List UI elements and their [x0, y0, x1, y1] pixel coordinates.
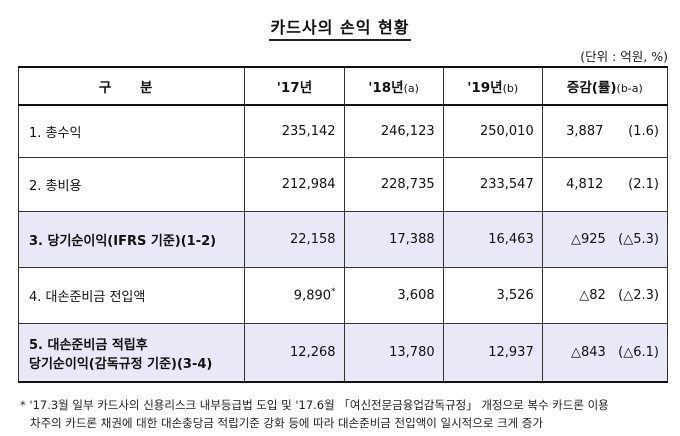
profit-loss-table: 구 분 '17년 '18년(a) '19년(b) 증감(률)(b-a) 1. 총… [17, 66, 669, 383]
cell-2018: 17,388 [343, 211, 444, 268]
cell-2019: 233,547 [442, 157, 543, 212]
page-title: 카드사의 손익 현황 [0, 14, 680, 41]
table-header-row: 구 분 '17년 '18년(a) '19년(b) 증감(률)(b-a) [17, 66, 669, 106]
change-diff: △843 [570, 345, 606, 360]
header-2017-text: '17년 [276, 80, 313, 96]
cell-change: △843 (△6.1) [541, 323, 669, 383]
cell-change: 4,812 (2.1) [541, 157, 669, 212]
change-rate: (△5.3) [618, 232, 659, 247]
footnote-marker: * [331, 287, 336, 298]
cell-change: △925 (△5.3) [541, 211, 669, 268]
cell-2018: 246,123 [343, 104, 444, 158]
cell-2017-value: 9,890 [293, 288, 332, 304]
header-category: 구 분 [17, 66, 246, 106]
cell-2017: 9,890* [244, 267, 345, 324]
cell-2017: 22,158 [244, 211, 345, 268]
change-rate: (△6.1) [618, 345, 659, 360]
header-change-tag: (b-a) [616, 82, 643, 95]
change-diff: △925 [570, 232, 606, 247]
change-rate: (1.6) [628, 124, 659, 139]
header-2019-text: '19년 [467, 80, 503, 96]
cell-2019: 250,010 [442, 104, 543, 158]
row-label-loss-reserve: 4. 대손준비금 전입액 [17, 267, 246, 324]
footnote-line-2: 차주의 카드론 채권에 대한 대손충당금 적립기준 강화 등에 따라 대손준비금… [30, 416, 544, 430]
table-row: 4. 대손준비금 전입액 9,890* 3,608 3,526 △82 (△2.… [17, 267, 669, 324]
cell-2017: 235,142 [244, 104, 345, 158]
cell-change: △82 (△2.3) [541, 267, 669, 324]
cell-2018: 3,608 [343, 267, 444, 324]
change-rate: (2.1) [628, 177, 659, 192]
change-diff: 4,812 [566, 177, 604, 192]
cell-2019: 12,937 [442, 323, 543, 383]
unit-note: (단위 : 억원, %) [580, 49, 668, 64]
cell-2017: 12,268 [244, 323, 345, 383]
row-label-net-income-ifrs: 3. 당기순이익(IFRS 기준)(1-2) [17, 211, 246, 268]
header-2017: '17년 [244, 66, 345, 106]
header-change: 증감(률)(b-a) [541, 66, 669, 106]
header-2018: '18년(a) [343, 66, 444, 106]
cell-2019: 16,463 [442, 211, 543, 268]
cell-2018: 228,735 [343, 157, 444, 212]
cell-2017: 212,984 [244, 157, 345, 212]
title-text: 카드사의 손익 현황 [268, 18, 412, 41]
footnote: * '17.3월 일부 카드사의 신용리스크 내부등급법 도입 및 '17.6월… [20, 396, 676, 432]
cell-2019: 3,526 [442, 267, 543, 324]
header-2018-text: '18년 [368, 80, 404, 96]
change-rate: (△2.3) [618, 288, 659, 303]
table-row: 2. 총비용 212,984 228,735 233,547 4,812 (2.… [17, 157, 669, 212]
change-diff: 3,887 [566, 124, 604, 139]
table-row: 1. 총수익 235,142 246,123 250,010 3,887 (1.… [17, 104, 669, 158]
cell-change: 3,887 (1.6) [541, 104, 669, 158]
header-2019-tag: (b) [502, 82, 519, 95]
table-row-highlight: 3. 당기순이익(IFRS 기준)(1-2) 22,158 17,388 16,… [17, 211, 669, 268]
cell-2018: 13,780 [343, 323, 444, 383]
header-2019: '19년(b) [442, 66, 543, 106]
label-line-1: 5. 대손준비금 적립후 [29, 337, 148, 353]
change-diff: △82 [579, 288, 606, 303]
header-change-text: 증감(률) [566, 80, 617, 96]
footnote-line-1: * '17.3월 일부 카드사의 신용리스크 내부등급법 도입 및 '17.6월… [20, 398, 609, 412]
row-label-total-cost: 2. 총비용 [17, 157, 246, 212]
label-line-2: 당기순이익(감독규정 기준)(3-4) [29, 356, 213, 372]
header-2018-tag: (a) [403, 82, 419, 95]
row-label-total-revenue: 1. 총수익 [17, 104, 246, 158]
